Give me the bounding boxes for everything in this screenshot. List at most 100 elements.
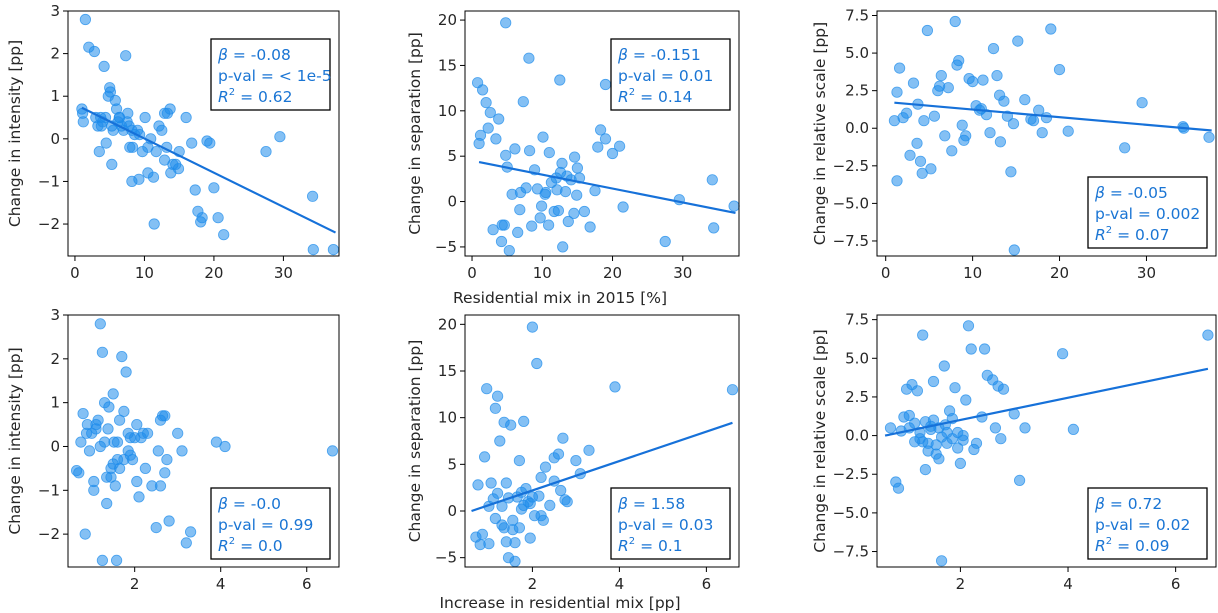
data-point: [1040, 112, 1053, 124]
data-point: [94, 440, 106, 453]
y-tick-label: 2: [50, 350, 60, 368]
data-point: [552, 205, 565, 217]
data-point: [489, 402, 501, 414]
data-point: [993, 89, 1006, 101]
row1-xlabel: Residential mix in 2015 [%]: [453, 289, 667, 307]
data-point: [928, 110, 941, 122]
data-point: [306, 190, 319, 202]
x-tick-label: 10: [135, 264, 154, 282]
x-tick-label: 0: [881, 264, 891, 282]
data-point: [589, 185, 601, 197]
data-point: [161, 453, 173, 466]
data-point: [1202, 329, 1214, 341]
stat-beta: β = 1.58: [617, 495, 685, 513]
y-tick-label: 2: [50, 45, 60, 63]
y-tick-label: 0: [447, 193, 457, 211]
x-tick-label: 2: [130, 575, 140, 593]
stat-r2: R2 = 0.09: [1095, 536, 1170, 555]
data-point: [524, 532, 536, 544]
data-point: [120, 50, 132, 62]
y-tick-label: 5.0: [845, 44, 869, 62]
data-point: [517, 96, 529, 108]
data-point: [103, 401, 115, 413]
data-point: [126, 175, 138, 187]
data-point: [96, 346, 109, 358]
panel-2: 0 10 20 30 −5 0 5 10 15 20 Change in separation [p…: [406, 10, 740, 282]
data-point: [933, 453, 945, 465]
data-point: [476, 84, 489, 96]
data-point: [111, 554, 123, 567]
data-point: [90, 423, 102, 435]
stat-beta: β = -0.151: [617, 46, 701, 64]
data-point: [918, 115, 930, 127]
data-point: [609, 381, 621, 393]
data-point: [496, 219, 508, 231]
y-tick-label: −5: [435, 549, 457, 567]
data-point: [949, 15, 961, 28]
data-point: [93, 146, 105, 158]
y-tick-label: 5: [447, 455, 457, 473]
y-tick-label: −2.5: [833, 465, 869, 483]
data-point: [561, 496, 573, 508]
regression-line: [478, 161, 736, 214]
data-point: [938, 360, 950, 372]
stats-box: β = 1.58 p-val = 0.03 R2 = 0.1: [610, 487, 731, 560]
data-point: [968, 443, 980, 456]
x-tick-label: 6: [302, 575, 312, 593]
data-point: [95, 120, 108, 132]
data-point: [79, 528, 91, 540]
data-point: [514, 204, 526, 216]
data-point: [83, 445, 96, 457]
data-point: [176, 445, 188, 457]
data-point: [204, 137, 216, 149]
y-tick-label: 3: [50, 2, 60, 20]
data-point: [884, 422, 897, 434]
data-point: [552, 448, 565, 460]
stat-r2: R2 = 0.0: [218, 536, 283, 555]
data-point: [484, 107, 496, 119]
data-point: [208, 182, 220, 194]
x-tick-label: 6: [702, 575, 712, 593]
data-point: [946, 145, 958, 157]
data-point: [104, 86, 117, 98]
data-point: [957, 434, 969, 446]
x-tick-label: 20: [603, 264, 622, 282]
data-point: [512, 226, 524, 238]
y-axis-label: Change in separation [pp]: [406, 32, 424, 235]
data-point: [513, 522, 526, 534]
y-axis-label: Change in relative scale [pp]: [811, 329, 829, 552]
data-point: [476, 528, 488, 540]
data-point: [150, 146, 162, 158]
data-point: [75, 436, 87, 448]
data-point: [500, 17, 512, 29]
data-point: [911, 137, 923, 149]
stat-r2: R2 = 0.07: [1095, 225, 1170, 244]
data-point: [107, 388, 119, 400]
data-point: [571, 189, 583, 201]
data-point: [594, 124, 607, 136]
data-point: [935, 555, 948, 567]
data-point: [154, 480, 167, 492]
data-point: [526, 321, 539, 333]
row2-xlabel: Increase in residential mix [pp]: [439, 594, 680, 612]
stat-pval: p-val = 0.02: [1095, 516, 1190, 534]
data-point: [326, 445, 339, 457]
data-point: [1053, 64, 1066, 76]
stat-pval: p-val = 0.03: [618, 516, 713, 534]
data-point: [274, 131, 286, 143]
data-point: [478, 451, 491, 463]
data-point: [919, 416, 932, 428]
data-point: [120, 366, 132, 378]
data-point: [1036, 127, 1048, 139]
stat-r2: R2 = 0.1: [618, 536, 683, 555]
data-point: [98, 60, 110, 73]
data-point: [131, 475, 143, 488]
x-tick-label: 20: [204, 264, 223, 282]
y-tick-label: 15: [438, 56, 457, 74]
data-point: [892, 482, 905, 494]
y-tick-label: −1: [38, 481, 60, 499]
data-point: [617, 201, 629, 213]
plot-frame: [876, 314, 1217, 568]
panel-5: 2 4 6 −5 0 5 10 15 20 Change in separation [pp] β …: [406, 314, 740, 593]
data-point: [995, 433, 1007, 445]
